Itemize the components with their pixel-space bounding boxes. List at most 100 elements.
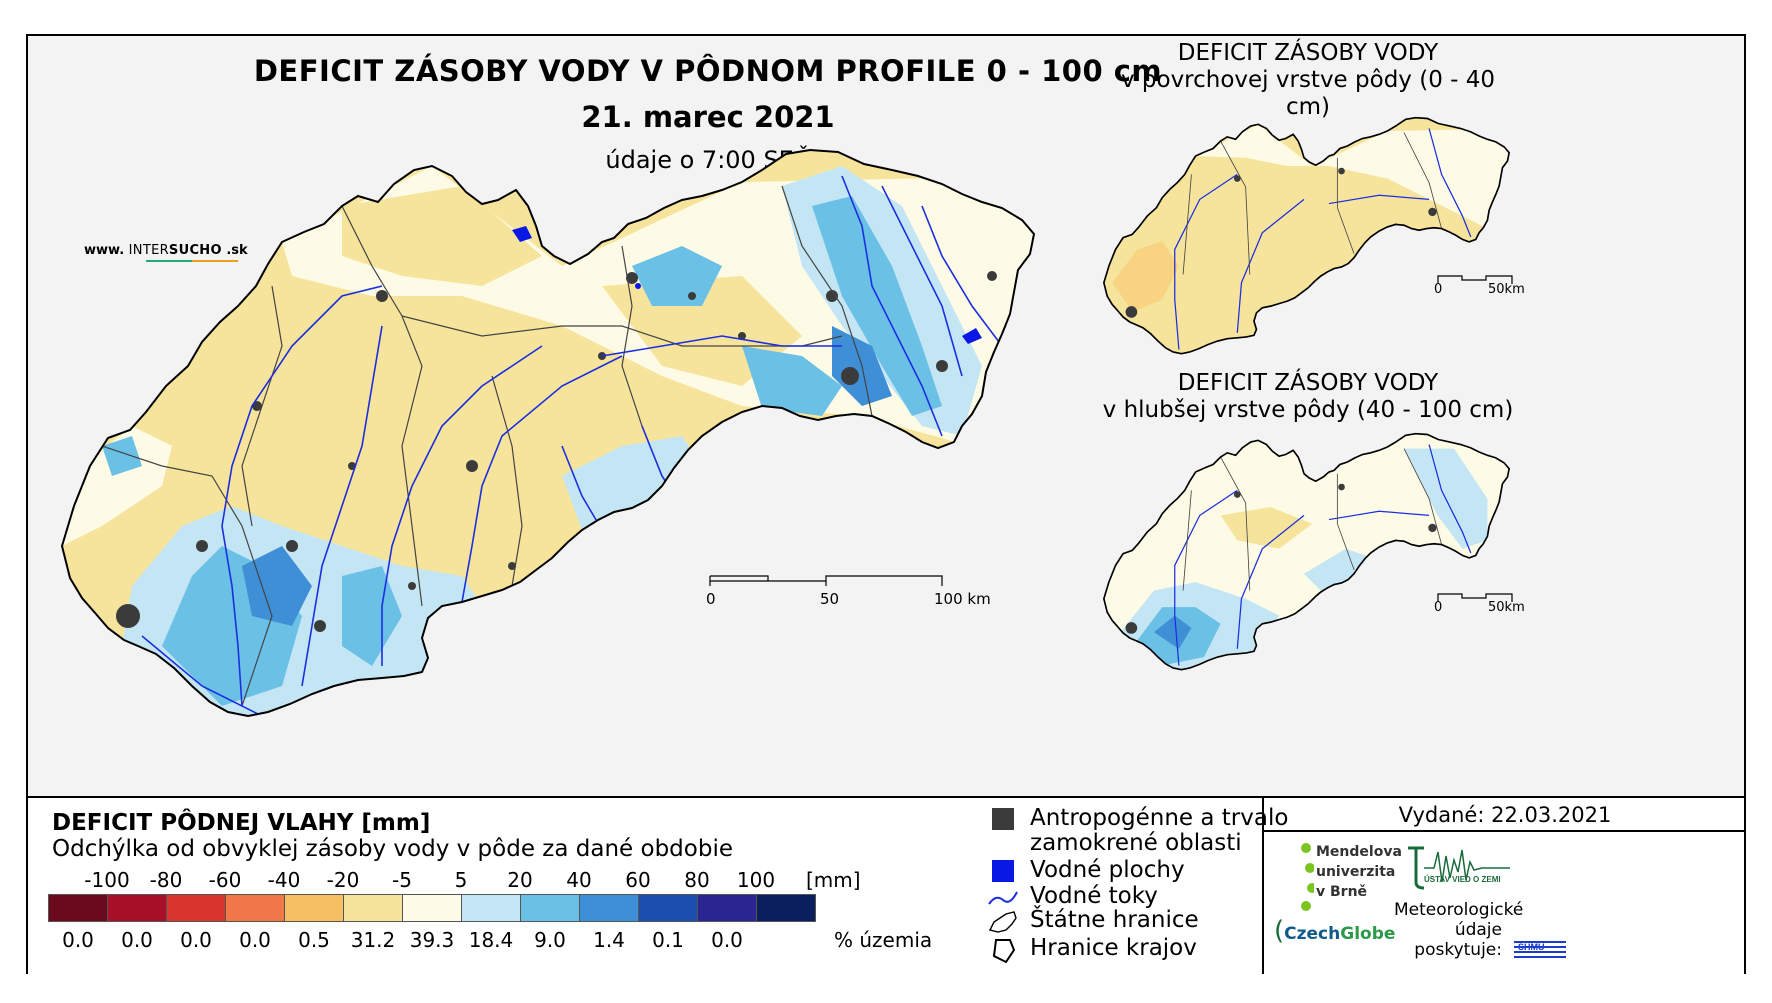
legend-swatch-11 — [697, 894, 757, 922]
symbol-urban-label-1: Antropogénne a trvalo — [1030, 805, 1289, 831]
legend-tick-6: 5 — [454, 868, 468, 892]
legend-pct-4: 0.5 — [298, 928, 330, 952]
legend-panel: DEFICIT PÔDNEJ VLAHY [mm] Odchýlka od ob… — [28, 796, 1746, 974]
inset-top-title: DEFICIT ZÁSOBY VODY v povrchovej vrstve … — [1098, 40, 1518, 121]
inset-top-title-line1: DEFICIT ZÁSOBY VODY — [1177, 40, 1439, 66]
legend-swatch-12 — [756, 894, 816, 922]
region-border-icon — [992, 939, 1016, 964]
website-brand-b: SUCHO — [168, 243, 222, 258]
inset-top-scale-50: 50km — [1488, 282, 1525, 297]
inset-bottom-scale-0: 0 — [1434, 600, 1443, 615]
website-underline — [146, 260, 238, 262]
inset-top-title-line2: v povrchovej vrstve pôdy (0 - 40 cm) — [1120, 67, 1496, 120]
legend-swatch-3 — [225, 894, 285, 922]
legend-tick-4: -20 — [326, 868, 360, 892]
legend-pct-9: 1.4 — [593, 928, 625, 952]
inset-top-scale-0: 0 — [1434, 282, 1443, 297]
inset-bottom-title-line1: DEFICIT ZÁSOBY VODY — [1177, 370, 1439, 396]
website-brand-a: INTER — [128, 243, 169, 258]
meteo-provider-text: Meteorologické údaje poskytuje: — [1394, 900, 1524, 960]
map-frame: DEFICIT ZÁSOBY VODY V PÔDNOM PROFILE 0 -… — [26, 34, 1746, 974]
state-border-icon — [988, 911, 1017, 933]
inset-bottom-scale-50: 50km — [1488, 600, 1525, 615]
legend-swatch-6 — [402, 894, 462, 922]
inset-bottom-title-line2: v hlubšej vrstve pôdy (40 - 100 cm) — [1102, 397, 1514, 423]
legend-ticks: -100 -80 -60 -40 -20 -5 5 20 40 60 80 100 — [48, 868, 928, 892]
symbol-river-label: Vodné toky — [1030, 883, 1158, 909]
main-scale-label-50: 50 — [820, 590, 840, 608]
inset-bottom-title: DEFICIT ZÁSOBY VODY v hlubšej vrstve pôd… — [1098, 370, 1518, 424]
symbol-river: Vodné toky — [988, 884, 1158, 912]
issued-date: Vydané: 22.03.2021 — [1264, 798, 1746, 832]
symbol-water-label: Vodné plochy — [1030, 857, 1185, 883]
uvz-label: ÚSTAV VIED O ZEMI — [1424, 875, 1501, 884]
legend-tick-2: -60 — [208, 868, 242, 892]
shmu-logo: SHMU — [1512, 936, 1568, 960]
czechglobe-b: Globe — [1340, 924, 1396, 944]
legend-subtitle: Odchýlka od obvyklej zásoby vody v pôde … — [52, 836, 733, 862]
urban-area-icon — [992, 808, 1014, 830]
legend-swatch-0 — [48, 894, 108, 922]
legend-title: DEFICIT PÔDNEJ VLAHY [mm] — [52, 810, 431, 836]
legend-tick-5: -5 — [392, 868, 412, 892]
inset-bottom-map — [1103, 432, 1510, 671]
legend-tick-10: 80 — [684, 868, 710, 892]
czechglobe-logo: (CzechGlobe — [1274, 916, 1396, 946]
river-icon — [988, 891, 1018, 905]
meteo-line-1: Meteorologické — [1394, 900, 1524, 920]
legend-swatch-9 — [579, 894, 639, 922]
legend-pct-label: % územia — [834, 928, 933, 952]
main-scale-bar — [709, 575, 943, 586]
legend-swatch-10 — [638, 894, 698, 922]
map-area: DEFICIT ZÁSOBY VODY V PÔDNOM PROFILE 0 -… — [28, 36, 1744, 796]
legend-pct-1: 0.0 — [121, 928, 153, 952]
website-label: www. INTERSUCHO .sk — [84, 243, 248, 262]
legend-swatch-7 — [461, 894, 521, 922]
legend-pct-8: 9.0 — [534, 928, 566, 952]
mendel-line-1: Mendelova — [1316, 844, 1402, 860]
main-scale-label-100: 100 km — [934, 590, 991, 608]
legend-tick-11: 100 — [736, 868, 776, 892]
legend-swatch-1 — [107, 894, 167, 922]
uvz-logo: ÚSTAV VIED O ZEMI — [1404, 842, 1514, 892]
main-scale-label-0: 0 — [706, 590, 716, 608]
symbol-water: Vodné plochy — [988, 858, 1185, 886]
mendel-line-2: univerzita — [1316, 864, 1396, 880]
legend-percentages: 0.0 0.0 0.0 0.0 0.5 31.2 39.3 18.4 9.0 1.4 0.1 0.0 — [48, 928, 928, 952]
legend-unit: [mm] — [806, 868, 861, 892]
symbol-region-border-label: Hranice krajov — [1030, 935, 1197, 961]
mendel-line-3: v Brně — [1316, 884, 1368, 900]
info-box: Vydané: 22.03.2021 Mendelova univerzita … — [1262, 798, 1746, 974]
main-map — [61, 149, 1035, 717]
symbol-state-border: Štátne hranice — [988, 908, 1199, 936]
symbol-urban-label-2: zamokrené oblasti — [1030, 830, 1242, 856]
legend-tick-9: 60 — [625, 868, 651, 892]
legend-pct-11: 0.0 — [711, 928, 743, 952]
legend-swatch-2 — [166, 894, 226, 922]
legend-swatch-8 — [520, 894, 580, 922]
main-title: DEFICIT ZÁSOBY VODY V PÔDNOM PROFILE 0 -… — [253, 54, 1163, 88]
czechglobe-a: Czech — [1284, 924, 1341, 944]
legend-tick-7: 20 — [507, 868, 533, 892]
legend-pct-2: 0.0 — [180, 928, 212, 952]
legend-pct-3: 0.0 — [239, 928, 271, 952]
legend-tick-1: -80 — [149, 868, 183, 892]
water-body-icon — [992, 860, 1014, 882]
inset-bottom-scale-bar — [1437, 593, 1513, 602]
shmu-label: SHMU — [1518, 942, 1545, 952]
symbol-region-border: Hranice krajov — [988, 936, 1197, 964]
inset-top-map — [1103, 116, 1510, 355]
legend-tick-8: 40 — [566, 868, 592, 892]
meteo-line-3: poskytuje: — [1414, 940, 1502, 960]
meteo-line-2: údaje — [1454, 920, 1502, 940]
legend-pct-5: 31.2 — [350, 928, 396, 952]
inset-top-scale-bar — [1437, 275, 1513, 284]
legend-pct-10: 0.1 — [652, 928, 684, 952]
website-prefix: www. — [84, 243, 125, 258]
mendel-dots-icon — [1301, 843, 1314, 911]
legend-tick-3: -40 — [267, 868, 301, 892]
legend-pct-0: 0.0 — [62, 928, 94, 952]
symbol-state-border-label: Štátne hranice — [1030, 907, 1199, 933]
legend-swatch-5 — [343, 894, 403, 922]
legend-pct-6: 39.3 — [409, 928, 455, 952]
